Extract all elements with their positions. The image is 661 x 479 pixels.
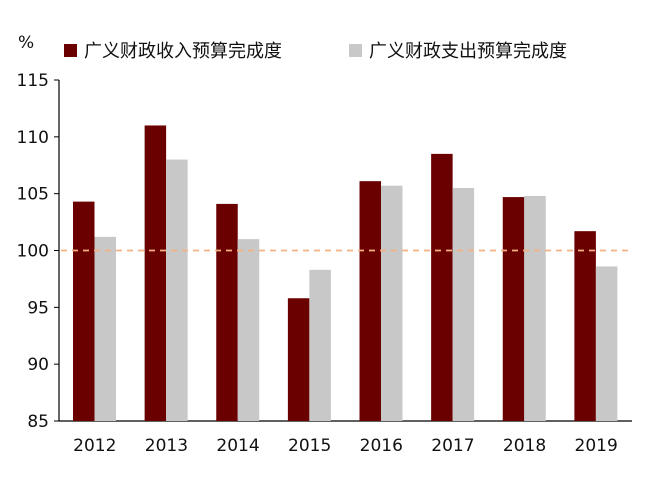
legend: 广义财政收入预算完成度 广义财政支出预算完成度 <box>64 41 567 62</box>
y-tick-label: 110 <box>17 128 49 148</box>
y-tick-label: 100 <box>17 242 49 262</box>
x-tick-label: 2013 <box>145 436 188 456</box>
x-tick-label: 2017 <box>431 436 474 456</box>
x-tick-label: 2015 <box>288 436 331 456</box>
expenditure-bar-2017 <box>452 187 475 421</box>
expenditure-bar-2018 <box>524 195 546 421</box>
revenue-bar-2014 <box>216 203 238 421</box>
revenue-bar-2013 <box>144 125 167 421</box>
legend-label-expenditure: 广义财政支出预算完成度 <box>369 41 567 62</box>
x-tick-label: 2019 <box>575 436 618 456</box>
expenditure-bar-2016 <box>381 185 403 421</box>
revenue-bar-2015 <box>287 298 310 421</box>
expenditure-bar-2012 <box>94 236 116 421</box>
expenditure-bar-2013 <box>166 159 188 422</box>
legend-label-revenue: 广义财政收入预算完成度 <box>84 41 282 62</box>
x-tick-label: 2018 <box>503 436 546 456</box>
revenue-bar-2016 <box>359 181 381 421</box>
revenue-bar-2012 <box>73 201 95 421</box>
revenue-bar-2019 <box>574 231 596 421</box>
y-tick-label: 90 <box>27 355 49 375</box>
x-tick-label: 2012 <box>73 436 116 456</box>
revenue-bar-2018 <box>502 197 525 421</box>
y-tick-label: 95 <box>27 298 49 318</box>
x-tick-label: 2014 <box>216 436 259 456</box>
y-tick-label: 115 <box>17 71 49 91</box>
expenditure-bar-2014 <box>237 239 260 421</box>
expenditure-bar-2015 <box>309 269 331 421</box>
x-tick-label: 2016 <box>360 436 403 456</box>
y-tick-label: 85 <box>27 412 49 432</box>
y-tick-label: 105 <box>17 185 49 205</box>
expenditure-bar-2019 <box>595 266 618 421</box>
y-unit-label: % <box>18 33 34 53</box>
revenue-bar-2017 <box>431 153 453 421</box>
legend-swatch-revenue <box>64 44 77 57</box>
plot-area: 85 90 95 100 105 110 115 2012 2013 2014 2015 2016 20… <box>17 71 632 456</box>
legend-swatch-expenditure <box>349 44 362 57</box>
